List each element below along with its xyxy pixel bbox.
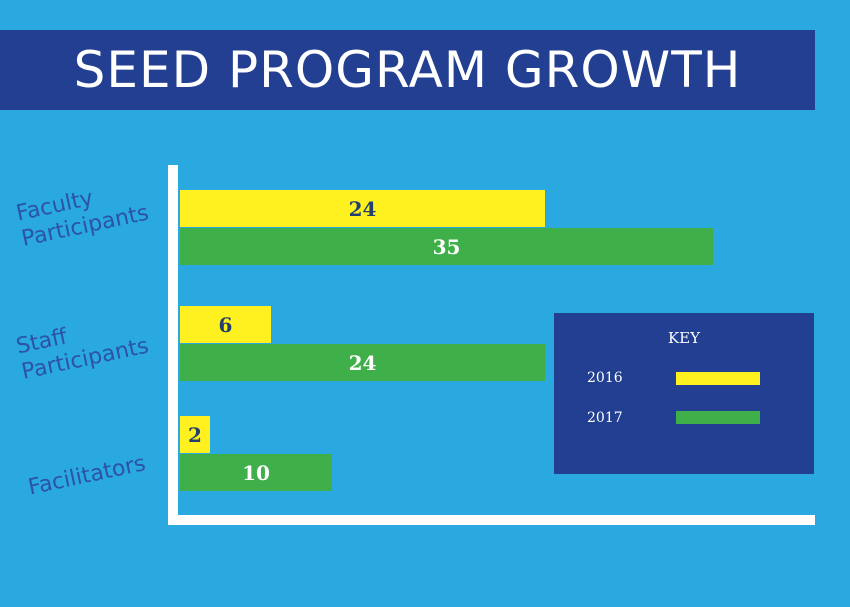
category-label: Staff Participants bbox=[14, 324, 152, 385]
legend-title: KEY bbox=[667, 329, 701, 347]
bar-value-label: 10 bbox=[242, 460, 270, 485]
category-label: Faculty Participants bbox=[14, 185, 152, 252]
bar-value-label: 2 bbox=[188, 422, 202, 447]
bar-2016: 2 bbox=[180, 416, 210, 453]
bar-2016: 6 bbox=[180, 306, 271, 343]
legend-swatch-2017 bbox=[676, 411, 760, 424]
bar-value-label: 24 bbox=[348, 196, 377, 221]
legend-label-2016: 2016 bbox=[587, 370, 623, 386]
bar-value-label: 6 bbox=[218, 312, 233, 337]
bar-2017: 35 bbox=[180, 228, 713, 265]
bar-value-label: 35 bbox=[432, 234, 461, 259]
category-label: Facilitators bbox=[26, 451, 148, 501]
title-banner: SEED PROGRAM GROWTH bbox=[0, 30, 815, 110]
bar-2016: 24 bbox=[180, 190, 545, 227]
chart-title: SEED PROGRAM GROWTH bbox=[73, 41, 742, 99]
y-axis-line bbox=[168, 165, 178, 525]
x-axis-line bbox=[168, 515, 815, 525]
bar-2017: 10 bbox=[180, 454, 332, 491]
bar-value-label: 24 bbox=[348, 350, 377, 375]
bar-2017: 24 bbox=[180, 344, 545, 381]
legend-label-2017: 2017 bbox=[587, 410, 623, 426]
legend-key: KEY 2016 2017 bbox=[554, 313, 814, 474]
legend-swatch-2016 bbox=[676, 372, 760, 385]
